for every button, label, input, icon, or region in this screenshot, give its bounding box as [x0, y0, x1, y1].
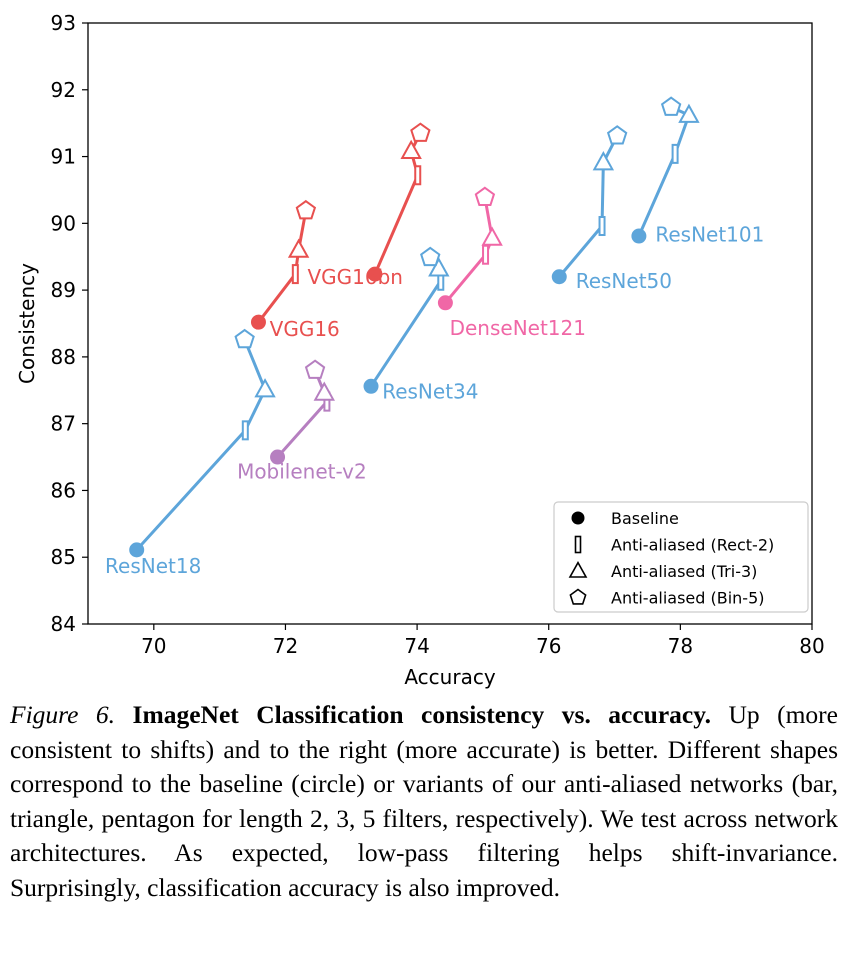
point-bin5	[660, 96, 682, 116]
series-label: ResNet34	[382, 379, 478, 403]
legend: Baseline Anti-aliased (Rect-2) Anti-aliase…	[553, 501, 809, 613]
series-label: ResNet101	[655, 222, 764, 246]
plot-layer: 70 72 74 76 78 80 84 85 86 87 88 89 90 91 92 93	[51, 11, 825, 658]
y-tick-label: 86	[51, 478, 76, 502]
legend-label: Anti-aliased (Rect-2)	[611, 536, 774, 555]
point-tri3	[678, 103, 700, 123]
y-tick-label: 85	[51, 545, 76, 569]
point-bin5	[474, 186, 496, 206]
series-line	[276, 369, 329, 459]
series-line	[135, 338, 267, 551]
legend-item-pentagon: Anti-aliased (Bin-5)	[569, 588, 765, 608]
point-bin5	[295, 199, 317, 220]
point-tri3	[313, 381, 335, 401]
point-tri3	[592, 151, 615, 171]
series-label: ResNet18	[105, 554, 201, 578]
plot-frame	[87, 22, 813, 625]
point-baseline	[437, 295, 453, 311]
series-resnet50: ResNet50	[551, 125, 672, 293]
legend-label: Baseline	[611, 509, 679, 528]
series-label: ResNet50	[576, 269, 672, 293]
point-bin5	[420, 246, 441, 267]
legend-item-bar: Anti-aliased (Rect-2)	[574, 535, 774, 555]
point-bin5	[410, 122, 431, 142]
point-baseline	[129, 542, 145, 558]
legend-item-triangle: Anti-aliased (Tri-3)	[568, 560, 757, 581]
series-line	[637, 105, 691, 237]
point-bin5	[234, 328, 255, 349]
legend-label: Anti-aliased (Tri-3)	[611, 562, 757, 581]
series-line	[558, 135, 619, 278]
series-label: VGG16bn	[307, 265, 403, 289]
caption-body: Up (more consistent to shifts) and to th…	[10, 700, 838, 902]
scatter-chart: 70 72 74 76 78 80 84 85 86 87 88 89 90 91 92 93 ResNet1…	[15, 11, 825, 689]
point-baseline	[250, 314, 266, 330]
series-resnet34: ResNet34	[363, 246, 478, 403]
series-resnet101: ResNet101	[631, 96, 764, 246]
point-tri3	[254, 378, 276, 398]
figure-caption: Figure 6. ImageNet Classification consis…	[10, 698, 838, 905]
legend-triangle-icon	[568, 560, 588, 578]
marks-layer: ResNet18 VGG16 Mobilenet-v2 VGG16bn ResNet34…	[105, 96, 764, 578]
y-tick-label: 91	[51, 145, 76, 169]
y-tick-label: 93	[51, 11, 76, 35]
point-bin5	[304, 359, 326, 379]
point-baseline	[363, 378, 379, 394]
point-tri3	[400, 139, 422, 159]
legend-pentagon-icon	[569, 588, 587, 605]
point-bin5	[606, 125, 628, 145]
series-label: VGG16	[270, 317, 340, 341]
series-label: DenseNet121	[450, 316, 586, 340]
series-densenet121: DenseNet121	[437, 186, 586, 340]
figure-title: ImageNet Classification consistency vs. …	[132, 700, 711, 729]
series-resnet18: ResNet18	[105, 328, 276, 578]
y-tick-label: 90	[51, 211, 76, 235]
legend-item-circle: Baseline	[571, 509, 679, 528]
point-rect2	[241, 420, 249, 441]
figure-label: Figure 6.	[10, 700, 116, 729]
point-baseline	[367, 266, 383, 282]
y-tick-label: 92	[51, 78, 76, 102]
point-tri3	[287, 238, 310, 258]
point-rect2	[414, 165, 422, 186]
y-tick-label: 89	[51, 278, 76, 302]
legend-box	[553, 501, 809, 613]
point-tri3	[428, 257, 450, 277]
point-baseline	[551, 269, 567, 285]
point-baseline	[631, 228, 647, 244]
y-axis-label: Consistency	[15, 263, 39, 384]
point-tri3	[481, 226, 503, 246]
x-tick-label: 76	[536, 634, 561, 658]
point-rect2	[671, 143, 679, 164]
series-vgg16bn: VGG16bn	[307, 122, 431, 289]
point-rect2	[291, 264, 299, 285]
x-tick-label: 80	[799, 634, 824, 658]
x-tick-label: 72	[273, 634, 298, 658]
series-line	[257, 210, 308, 324]
x-tick-label: 70	[141, 634, 166, 658]
y-tick-label: 87	[51, 412, 76, 436]
point-baseline	[270, 449, 286, 465]
y-tick-label: 84	[51, 612, 76, 636]
y-tick-label: 88	[51, 345, 76, 369]
series-vgg16: VGG16	[250, 199, 340, 341]
x-tick-label: 78	[668, 634, 693, 658]
legend-circle-icon	[571, 511, 585, 525]
point-rect2	[598, 216, 606, 237]
series-label: Mobilenet-v2	[237, 459, 367, 483]
legend-bar-icon	[574, 535, 582, 554]
x-axis-label: Accuracy	[404, 665, 495, 689]
series-line	[373, 132, 422, 275]
point-rect2	[482, 244, 490, 265]
x-tick-label: 74	[404, 634, 429, 658]
legend-label: Anti-aliased (Bin-5)	[611, 589, 765, 608]
series-mobilenet-v2: Mobilenet-v2	[237, 359, 367, 483]
